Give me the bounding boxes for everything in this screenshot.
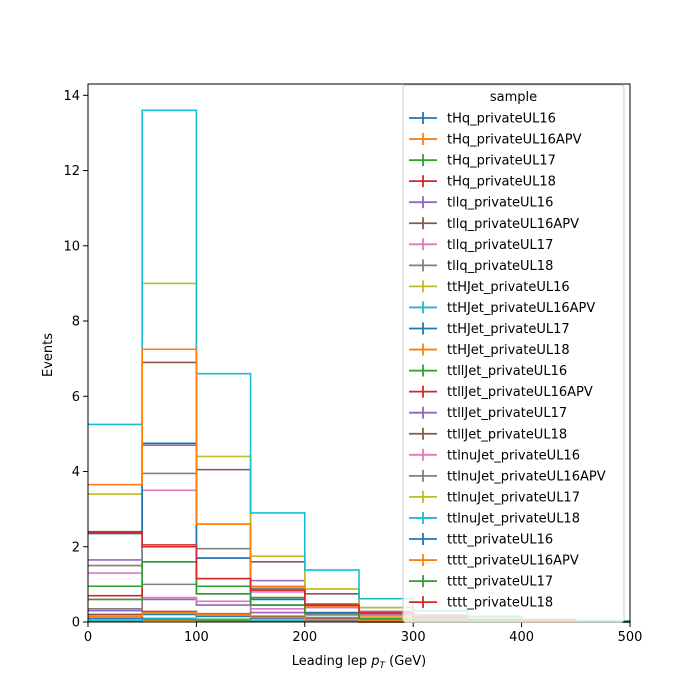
legend-entry-ttllJet_privateUL17: ttllJet_privateUL17 (409, 406, 567, 421)
legend-label: ttHJet_privateUL18 (447, 343, 570, 358)
y-tick-label: 0 (72, 616, 80, 631)
legend-entry-ttlnuJet_privateUL18: ttlnuJet_privateUL18 (409, 511, 580, 526)
legend-label: ttHJet_privateUL16APV (447, 301, 595, 316)
x-axis-label: Leading lep pT (GeV) (292, 654, 426, 671)
legend-entry-ttllJet_privateUL16: ttllJet_privateUL16 (409, 364, 567, 379)
legend-label: tllq_privateUL17 (447, 238, 553, 253)
legend-label: ttllJet_privateUL16 (447, 364, 567, 379)
legend-label: tHq_privateUL16APV (447, 133, 582, 148)
axes-frame (87, 83, 631, 623)
legend-label: ttllJet_privateUL16APV (447, 385, 593, 400)
legend-label: ttHJet_privateUL16 (447, 280, 570, 295)
legend-label: tttt_privateUL16APV (447, 554, 579, 569)
legend-box (402, 84, 625, 623)
axes-group: 0 100 200 300 400 500 0 2 4 6 8 10 12 14 (63, 83, 643, 645)
y-tick-label: 6 (72, 390, 80, 405)
legend-label: tHq_privateUL18 (447, 175, 556, 190)
y-tick-label: 14 (63, 89, 80, 104)
legend-entry-ttllJet_privateUL16APV: ttllJet_privateUL16APV (409, 385, 593, 400)
legend-label: tHq_privateUL16 (447, 112, 556, 127)
legend-entry-tHq_privateUL16: tHq_privateUL16 (409, 112, 556, 127)
legend-label: ttlnuJet_privateUL17 (447, 490, 580, 505)
legend: sample tHq_privateUL16 tHq_privateUL16APVt… (402, 84, 625, 623)
legend-label: tttt_privateUL16 (447, 533, 553, 548)
legend-label: tttt_privateUL17 (447, 575, 553, 590)
legend-entry-tttt_privateUL16: tttt_privateUL16 (409, 533, 553, 548)
legend-entry-tllq_privateUL16: tllq_privateUL16 (409, 196, 553, 211)
legend-entry-tHq_privateUL17: tHq_privateUL17 (409, 154, 556, 169)
legend-label: tllq_privateUL18 (447, 259, 553, 274)
legend-entry-ttlnuJet_privateUL16APV: ttlnuJet_privateUL16APV (409, 469, 606, 484)
legend-entry-tttt_privateUL17: tttt_privateUL17 (409, 575, 553, 590)
legend-entry-tttt_privateUL16APV: tttt_privateUL16APV (409, 554, 579, 569)
y-tick-label: 10 (63, 239, 80, 254)
legend-label: tllq_privateUL16 (447, 196, 553, 211)
legend-entry-tllq_privateUL17: tllq_privateUL17 (409, 238, 553, 253)
legend-label: ttlnuJet_privateUL18 (447, 511, 580, 526)
legend-label: ttllJet_privateUL17 (447, 406, 567, 421)
legend-entry-ttlnuJet_privateUL17: ttlnuJet_privateUL17 (409, 490, 580, 505)
y-tick-label: 2 (72, 540, 80, 555)
x-tick-label: 500 (618, 630, 643, 645)
legend-label: tllq_privateUL16APV (447, 217, 579, 232)
legend-entry-tllq_privateUL18: tllq_privateUL18 (409, 259, 553, 274)
legend-label: tHq_privateUL17 (447, 154, 556, 169)
legend-label: ttllJet_privateUL18 (447, 427, 567, 442)
legend-label: ttlnuJet_privateUL16APV (447, 469, 606, 484)
legend-entry-tttt_privateUL18: tttt_privateUL18 (409, 596, 553, 611)
legend-label: tttt_privateUL18 (447, 596, 553, 611)
legend-entry-ttHJet_privateUL16APV: ttHJet_privateUL16APV (409, 301, 595, 316)
x-tick-label: 300 (401, 630, 426, 645)
legend-entry-ttHJet_privateUL16: ttHJet_privateUL16 (409, 280, 570, 295)
y-tick-label: 8 (72, 315, 80, 330)
x-tick-label: 100 (184, 630, 209, 645)
legend-entry-ttlnuJet_privateUL16: ttlnuJet_privateUL16 (409, 448, 580, 463)
legend-entry-tHq_privateUL18: tHq_privateUL18 (409, 175, 556, 190)
legend-entry-tHq_privateUL16APV: tHq_privateUL16APV (409, 133, 582, 148)
legend-entry-ttHJet_privateUL17: ttHJet_privateUL17 (409, 322, 570, 337)
y-axis-label: Events (41, 333, 56, 377)
legend-title: sample (490, 90, 537, 105)
legend-label: ttlnuJet_privateUL16 (447, 448, 580, 463)
x-tick-label: 0 (84, 630, 92, 645)
legend-entry-ttllJet_privateUL18: ttllJet_privateUL18 (409, 427, 567, 442)
legend-entry-tllq_privateUL16APV: tllq_privateUL16APV (409, 217, 579, 232)
y-tick-label: 12 (63, 164, 80, 179)
legend-entry-ttHJet_privateUL18: ttHJet_privateUL18 (409, 343, 570, 358)
x-tick-label: 200 (292, 630, 317, 645)
y-tick-label: 4 (72, 465, 80, 480)
legend-label: ttHJet_privateUL17 (447, 322, 570, 337)
x-tick-label: 400 (509, 630, 534, 645)
